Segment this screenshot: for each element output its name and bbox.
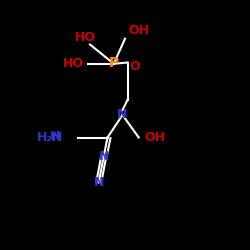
Text: N: N [117, 108, 128, 122]
Text: OH: OH [144, 131, 166, 144]
Text: H₂N: H₂N [37, 131, 63, 144]
Text: HO: HO [63, 57, 84, 70]
Text: N: N [98, 150, 109, 163]
Text: N: N [94, 176, 104, 189]
Text: HO: HO [74, 31, 96, 44]
Text: H: H [50, 130, 60, 143]
Text: P: P [108, 56, 119, 70]
Text: O: O [130, 60, 140, 73]
Text: OH: OH [128, 24, 149, 37]
